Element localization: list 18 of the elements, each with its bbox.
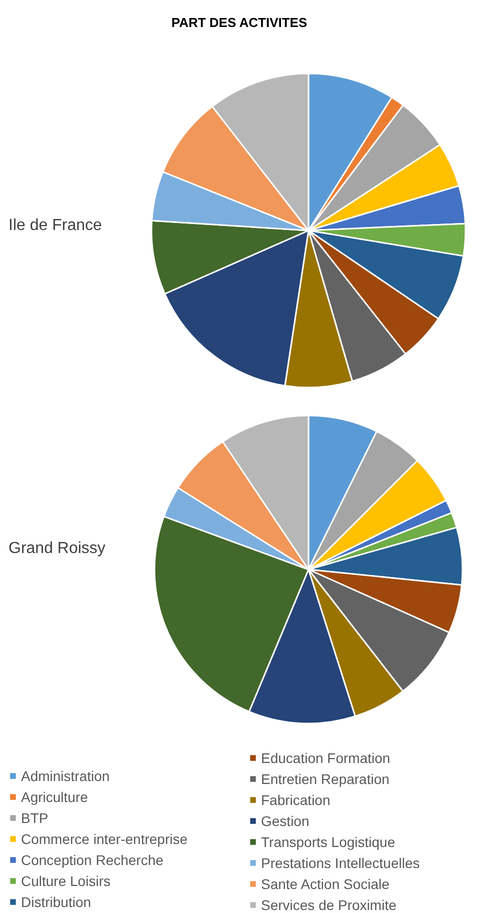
legend-label: Education Formation [261, 749, 390, 766]
slice-label: Grand Roissy [8, 540, 106, 557]
legend-label: Distribution [21, 893, 92, 910]
legend-label: Fabrication [261, 791, 330, 808]
slice-label: Ile de France [8, 217, 102, 234]
legend-label: Conception Recherche [21, 851, 164, 868]
legend-label: Agriculture [21, 788, 88, 805]
legend-label: Sante Action Sociale [261, 875, 390, 892]
chart-title: PART DES ACTIVITES [171, 15, 308, 30]
legend-label: Entretien Reparation [261, 770, 390, 787]
legend-label: Administration [21, 767, 110, 784]
legend-label: Prestations Intellectuelles [261, 854, 420, 871]
legend-label: Gestion [261, 812, 310, 829]
legend-label: Transports Logistique [261, 833, 396, 850]
legend-label: Commerce inter-entreprise [21, 830, 188, 847]
legend-label: Culture Loisirs [21, 872, 110, 889]
legend-label: BTP [21, 809, 48, 826]
legend-label: Services de Proximite [261, 896, 396, 913]
